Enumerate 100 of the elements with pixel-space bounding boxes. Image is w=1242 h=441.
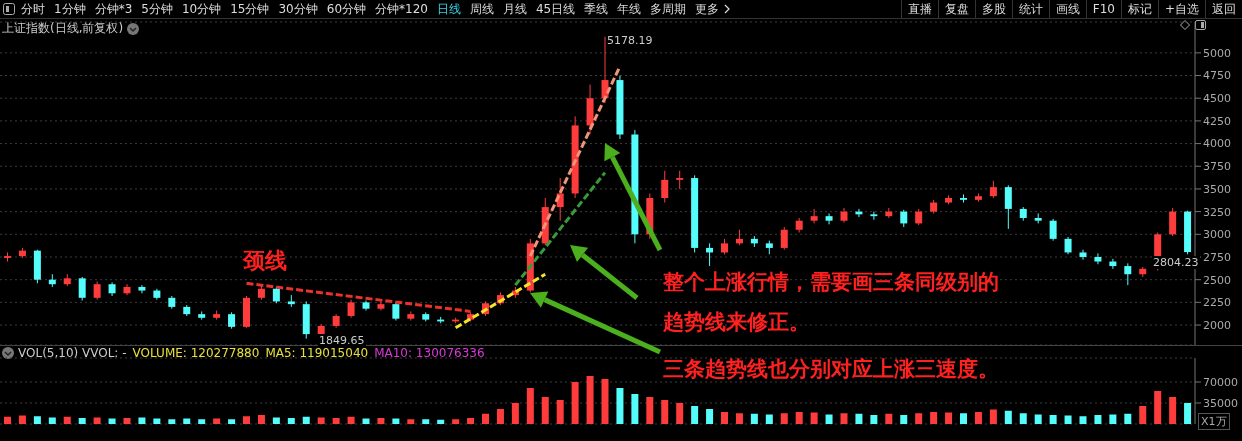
- bar: [407, 419, 415, 424]
- bar: [272, 417, 280, 424]
- bar: [1094, 415, 1102, 424]
- bar: [1049, 415, 1057, 424]
- bar: [974, 412, 982, 424]
- y-axis-title: X1万: [1198, 413, 1230, 430]
- bar: [392, 418, 400, 424]
- annotation: MA5: 119015040: [265, 346, 369, 360]
- bar: [870, 415, 878, 424]
- bar: [467, 418, 475, 424]
- bar: [930, 412, 938, 424]
- bar: [422, 419, 430, 424]
- text: 5分钟: [141, 0, 173, 18]
- candlestick: [825, 212, 833, 225]
- y-tick-label: 4250: [1203, 114, 1231, 128]
- bar: [33, 416, 41, 424]
- bar: [317, 417, 325, 424]
- bar: [287, 418, 295, 424]
- candlestick: [93, 280, 101, 301]
- bar: [213, 418, 221, 424]
- bar: [750, 413, 758, 424]
- bar: [1139, 406, 1147, 424]
- text: 10分钟: [181, 0, 222, 18]
- bar: [1004, 410, 1012, 424]
- annotation: 三条趋势线也分别对应上涨三速度。: [663, 356, 999, 383]
- candlestick: [347, 299, 355, 319]
- bar: [989, 409, 997, 424]
- bar: [676, 403, 684, 424]
- bar: [586, 376, 594, 424]
- bar: [571, 382, 579, 424]
- bar: [825, 414, 833, 424]
- text: F10: [1085, 0, 1121, 18]
- annotation: 1849.65: [318, 334, 366, 347]
- y-tick-label: 2250: [1203, 296, 1231, 310]
- bar: [93, 417, 101, 424]
- bar: [721, 412, 728, 424]
- bar: [1019, 413, 1027, 424]
- candlestick: [1079, 249, 1087, 261]
- bar: [885, 413, 893, 424]
- bar: [302, 416, 310, 424]
- bar: [243, 416, 250, 424]
- y-tick-label: 3250: [1203, 205, 1231, 219]
- bar: [452, 419, 460, 424]
- bar: [511, 403, 519, 424]
- bar: [900, 415, 908, 424]
- bar: [183, 418, 191, 424]
- bar: [810, 412, 818, 424]
- bar: [960, 413, 967, 424]
- annotation: 颈线: [243, 247, 287, 275]
- y-tick-label: 4500: [1203, 92, 1231, 106]
- text: 直播: [900, 0, 938, 18]
- candlestick: [780, 226, 788, 251]
- bar: [482, 413, 489, 424]
- chart-title: 上证指数(日线,前复权): [2, 20, 124, 37]
- text: 多周期: [650, 0, 687, 18]
- text: 年线: [617, 0, 642, 18]
- bar: [228, 419, 236, 424]
- bar: [48, 417, 56, 424]
- text: 30分钟: [278, 0, 318, 18]
- text: 复盘: [937, 0, 975, 18]
- bar: [1169, 397, 1177, 424]
- bar: [78, 418, 86, 424]
- text: 标记: [1120, 0, 1158, 18]
- annotation: 2804.23: [1152, 256, 1200, 269]
- text: +自选: [1157, 0, 1205, 18]
- bar: [108, 418, 116, 424]
- bar: [153, 418, 161, 424]
- bar: [332, 418, 340, 424]
- bar: [1184, 403, 1192, 424]
- bar: [915, 413, 923, 424]
- text: 多股: [974, 0, 1012, 18]
- bar: [1124, 413, 1132, 424]
- annotation: 趋势线来修正。: [663, 309, 810, 336]
- text: 分钟*3: [94, 0, 133, 18]
- candlestick: [1169, 207, 1177, 237]
- bar: [691, 406, 699, 424]
- bar: [4, 416, 11, 424]
- candlestick: [870, 211, 878, 221]
- candlestick: [1124, 262, 1132, 286]
- annotation: VOLUME: 120277880: [132, 346, 260, 360]
- y-tick-label: 2000: [1203, 318, 1231, 332]
- bar: [496, 409, 504, 424]
- bar: [1079, 416, 1087, 424]
- candlestick: [661, 170, 669, 204]
- bar: [1154, 391, 1162, 424]
- text: 周线: [469, 0, 494, 18]
- chart-title: VOL(5,10) VVOL: -: [18, 346, 127, 360]
- text: 分时: [21, 0, 45, 18]
- text: 1分钟: [54, 0, 86, 18]
- text: 45日线: [535, 0, 576, 18]
- annotation: 整个上涨行情，需要画三条同级别的: [663, 269, 999, 296]
- bar: [437, 419, 445, 424]
- bar: [377, 418, 385, 424]
- y-tick-label: 35000: [1203, 396, 1238, 410]
- y-tick-label: 3750: [1203, 160, 1231, 174]
- y-tick-label: 3500: [1203, 182, 1231, 196]
- y-tick-label: 4000: [1203, 137, 1231, 151]
- candlestick: [123, 283, 131, 296]
- text: 15分钟: [230, 0, 270, 18]
- bar: [646, 397, 654, 424]
